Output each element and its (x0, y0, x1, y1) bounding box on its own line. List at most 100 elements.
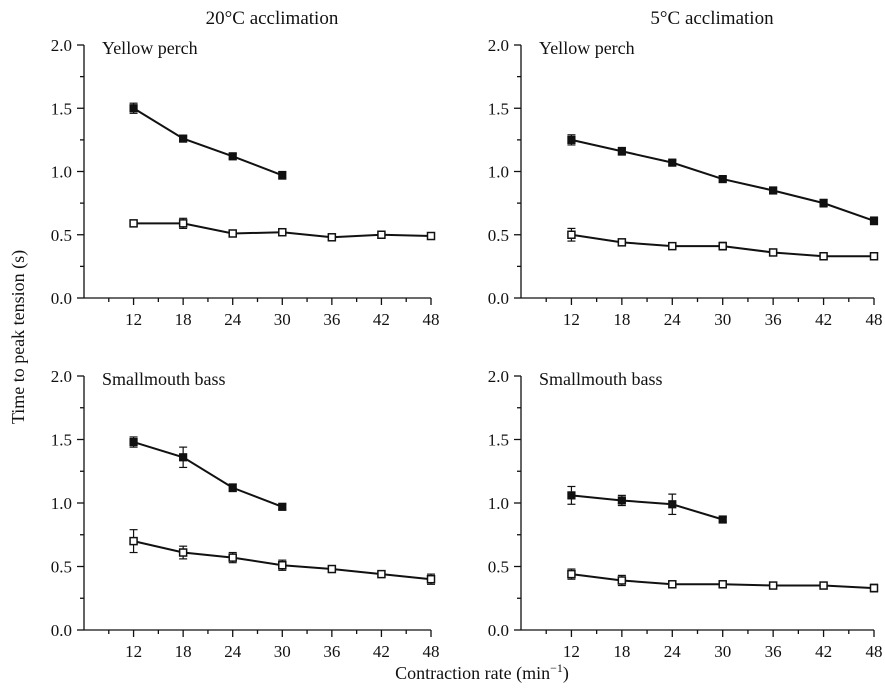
panel-1-x-tick-label-3: 30 (274, 310, 291, 329)
panel-2-series-filled-point-5 (819, 199, 828, 208)
x-axis-title: Contraction rate (min−1) (395, 661, 569, 684)
panel-3-series-open-point-1 (178, 548, 188, 557)
panel-4-series-filled-line (571, 494, 724, 521)
panel-1-series-open-point-3 (278, 227, 287, 237)
panel-3-series-open-point-2 (228, 553, 237, 562)
panel-4-x-tick-label-6: 48 (866, 642, 883, 661)
panel-4-series-open-point-5 (819, 581, 828, 590)
panel-2-series-open-point-3 (718, 241, 727, 251)
panel-2-x-tick-label-6: 48 (866, 310, 883, 329)
panel-3-series-filled-point-2 (228, 483, 237, 492)
panel-1-x-tick-label-1: 18 (175, 310, 192, 329)
panel-2-series-filled-point-0 (567, 135, 576, 144)
panel-4-series-filled-point-1 (617, 496, 626, 505)
panel-3-x-tick-label-2: 24 (224, 642, 242, 661)
panel-4-x-tick-label-4: 36 (765, 642, 782, 661)
panel-1-x-tick-label-5: 42 (373, 310, 390, 329)
panel-1-y-tick-label-4: 2.0 (51, 36, 72, 55)
panel-1-y-tick-label-0: 0.0 (51, 289, 72, 308)
panel-1-series-filled-point-0 (129, 104, 138, 113)
panel-2-series-open-point-0 (567, 230, 576, 239)
panel-3-x-tick-label-1: 18 (175, 642, 192, 661)
panel-1-series-open-point-2 (228, 229, 237, 238)
panel-3-y-tick-label-4: 2.0 (51, 367, 72, 386)
panel-3-series-open-point-3 (278, 560, 287, 570)
panel-4-series-filled-point-3 (718, 515, 727, 524)
panel-3-series-open-point-5 (377, 569, 386, 579)
panel-2-x-tick-label-3: 30 (714, 310, 731, 329)
panel-1-y-tick-label-1: 0.5 (51, 226, 72, 245)
panel-4-y-tick-label-3: 1.5 (488, 431, 509, 450)
panel-4-series-open-point-0 (567, 569, 576, 579)
column-header-5c: 5°C acclimation (650, 8, 774, 29)
x-axis-title-close: ) (563, 663, 569, 684)
panel-1-y-tick-label-3: 1.5 (51, 99, 72, 118)
x-axis-title-sup: −1 (550, 661, 563, 675)
panel-4-y-tick-label-4: 2.0 (488, 367, 509, 386)
panel-3-series-filled-point-0 (129, 437, 138, 447)
panel-4-x-tick-label-3: 30 (714, 642, 731, 661)
panel-2-y-tick-label-3: 1.5 (488, 99, 509, 118)
panel-3-x-tick-label-5: 42 (373, 642, 390, 661)
panel-2-series-open-point-6 (869, 252, 879, 261)
panel-2-series-filled-point-2 (668, 158, 677, 167)
panel-2-x-tick-label-1: 18 (613, 310, 630, 329)
panel-4-x-tick-label-0: 12 (563, 642, 580, 661)
panel-3-series-open-point-4 (327, 564, 337, 574)
panel-1-series-open-point-0 (129, 219, 138, 228)
panel-4-y-tick-label-1: 0.5 (488, 558, 509, 577)
panel-3-x-tick-label-3: 30 (274, 642, 291, 661)
panel-4-x-tick-label-1: 18 (613, 642, 630, 661)
panel-3-x-tick-label-6: 48 (423, 642, 440, 661)
panel-3-y-tick-label-0: 0.0 (51, 621, 72, 640)
panel-1-species-label: Yellow perch (102, 38, 198, 58)
panel-3-y-tick-label-2: 1.0 (51, 494, 72, 513)
panel-3-series-filled-point-3 (278, 502, 287, 511)
panel-2-species-label: Yellow perch (539, 38, 635, 58)
panel-4-x-tick-label-2: 24 (664, 642, 682, 661)
panel-2-y-tick-label-1: 0.5 (488, 226, 509, 245)
panel-4-series-filled-point-2 (668, 500, 677, 509)
panels-group: 0.0 0.5 1.0 1.5 2.0 12 18 24 30 36 42 48 Yellow perc… (51, 36, 883, 661)
panel-1-series-open-point-4 (327, 233, 337, 242)
panel-1-series-filled-point-3 (278, 171, 287, 180)
x-axis-title-main: Contraction rate (min (395, 663, 550, 684)
panel-4-series-filled-point-0 (567, 491, 576, 500)
panel-2-series-filled-point-6 (869, 216, 879, 225)
panel-4-series-open-point-4 (768, 581, 778, 590)
panel-1-yellow-perch: 0.0 0.5 1.0 1.5 2.0 12 18 24 30 36 42 48 Yellow perc… (51, 36, 440, 329)
panel-2-y-tick-label-0: 0.0 (488, 289, 509, 308)
panel-1-series-open-point-1 (178, 219, 188, 228)
panel-4-series-open-point-3 (718, 580, 727, 589)
panel-3-y-tick-label-1: 0.5 (51, 558, 72, 577)
panel-3-series-open-point-0 (129, 536, 138, 546)
column-header-20c: 20°C acclimation (206, 8, 339, 29)
panel-1-series-filled-line (133, 107, 283, 177)
panel-2-series-filled-point-3 (718, 174, 727, 184)
panel-3-x-tick-label-4: 36 (323, 642, 340, 661)
panel-2-series-open-point-5 (819, 252, 828, 261)
panel-2-x-tick-label-4: 36 (765, 310, 782, 329)
panel-2-x-tick-label-2: 24 (664, 310, 682, 329)
panel-3-species-label: Smallmouth bass (102, 369, 226, 389)
panel-2-series-filled-point-1 (617, 147, 626, 156)
panel-1-series-filled-point-2 (228, 152, 237, 161)
panel-2-y-tick-label-4: 2.0 (488, 36, 509, 55)
panel-2-series-filled-point-4 (769, 186, 778, 195)
panel-4-y-tick-label-0: 0.0 (488, 621, 509, 640)
panel-4-smallmouth-bass: 0.0 0.5 1.0 1.5 2.0 12 18 24 30 36 42 48 Smallmouth … (488, 367, 883, 661)
panel-3-y-tick-label-3: 1.5 (51, 431, 72, 450)
panel-1-series-filled-point-1 (179, 134, 188, 143)
panel-2-x-tick-label-5: 42 (815, 310, 832, 329)
panel-3-smallmouth-bass: 0.0 0.5 1.0 1.5 2.0 12 18 24 30 36 42 48 Smallmouth … (51, 367, 440, 661)
y-axis-title: Time to peak tension (s) (8, 250, 29, 424)
panel-2-series-open-point-4 (768, 248, 778, 257)
panel-2-series-open-point-1 (617, 238, 627, 247)
panel-4-series-open-point-2 (668, 580, 677, 589)
panel-4-x-tick-label-5: 42 (815, 642, 832, 661)
panel-3-x-tick-label-0: 12 (125, 642, 142, 661)
panel-4-y-tick-label-2: 1.0 (488, 494, 509, 513)
panel-4-series-open-point-6 (869, 583, 879, 593)
panel-1-x-tick-label-0: 12 (125, 310, 142, 329)
